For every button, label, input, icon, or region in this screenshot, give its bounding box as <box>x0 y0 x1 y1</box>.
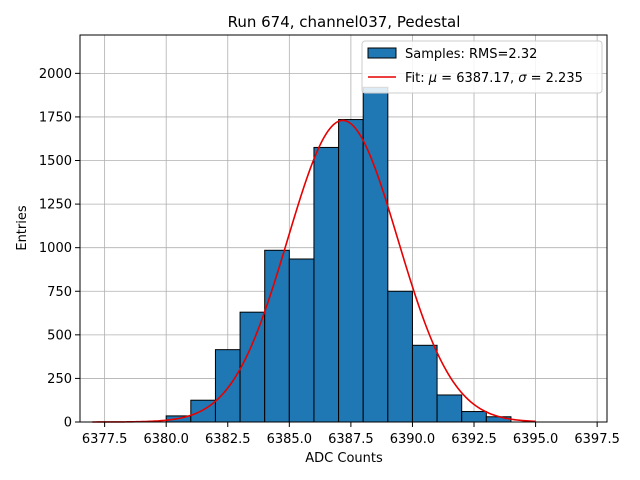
legend-fit-sigma-value: = 2.235 <box>526 71 582 86</box>
x-tick-label-6: 6392.5 <box>451 432 497 447</box>
y-tick-label-6: 1500 <box>39 154 72 169</box>
legend-swatch-samples <box>367 47 397 59</box>
x-tick-label-8: 6397.5 <box>574 432 620 447</box>
x-tick-label-1: 6380.0 <box>143 432 189 447</box>
y-tick-label-7: 1750 <box>39 110 72 125</box>
chart-title: Run 674, channel037, Pedestal <box>228 13 461 31</box>
legend: Samples: RMS=2.32 Fit: μ = 6387.17, σ = … <box>361 40 603 94</box>
y-tick-label-0: 0 <box>64 416 72 431</box>
x-tick-label-7: 6395.0 <box>513 432 559 447</box>
histogram-bars <box>165 86 512 423</box>
fit-curve <box>92 119 536 423</box>
x-tick-label-3: 6385.0 <box>267 432 313 447</box>
x-axis-label: ADC Counts <box>305 451 383 466</box>
histogram-bar-11 <box>362 86 389 423</box>
legend-fit-sigma-symbol: σ <box>518 71 527 86</box>
legend-label-fit: Fit: μ = 6387.17, σ = 2.235 <box>405 71 583 86</box>
y-tick-label-2: 500 <box>47 328 72 343</box>
histogram-bar-9 <box>313 146 340 423</box>
legend-fit-mu-value: = 6387.17, <box>437 71 518 86</box>
histogram-bar-10 <box>338 119 364 423</box>
histogram-bar-12 <box>387 290 413 423</box>
legend-label-samples: Samples: RMS=2.32 <box>405 47 537 62</box>
y-tick-label-4: 1000 <box>39 241 72 256</box>
histogram-bar-6 <box>239 311 266 423</box>
histogram-bar-13 <box>411 344 438 423</box>
histogram-bar-15 <box>461 411 487 423</box>
x-tick-label-5: 6390.0 <box>390 432 436 447</box>
histogram-bar-5 <box>214 349 241 423</box>
x-tick-label-4: 6387.5 <box>328 432 374 447</box>
x-axis-ticks: 6377.5 6380.0 6382.5 6385.0 6387.5 6390.0 6392… <box>82 422 620 447</box>
x-tick-label-0: 6377.5 <box>82 432 128 447</box>
x-tick-label-2: 6382.5 <box>205 432 251 447</box>
histogram-bar-8 <box>288 258 315 423</box>
legend-box <box>361 40 603 94</box>
y-tick-label-3: 750 <box>47 285 72 300</box>
y-tick-label-8: 2000 <box>39 67 72 82</box>
y-tick-label-1: 250 <box>47 372 72 387</box>
plot-frame <box>79 34 608 423</box>
histogram-bar-14 <box>436 394 463 423</box>
legend-fit-prefix: Fit: <box>405 71 429 86</box>
y-axis-label: Entries <box>15 205 30 251</box>
y-tick-label-5: 1250 <box>39 198 72 213</box>
legend-fit-mu-symbol: μ <box>428 71 437 86</box>
y-axis-ticks: 0 250 500 750 1000 1250 1500 1750 2000 <box>39 67 80 431</box>
histogram-bar-16 <box>485 416 512 423</box>
